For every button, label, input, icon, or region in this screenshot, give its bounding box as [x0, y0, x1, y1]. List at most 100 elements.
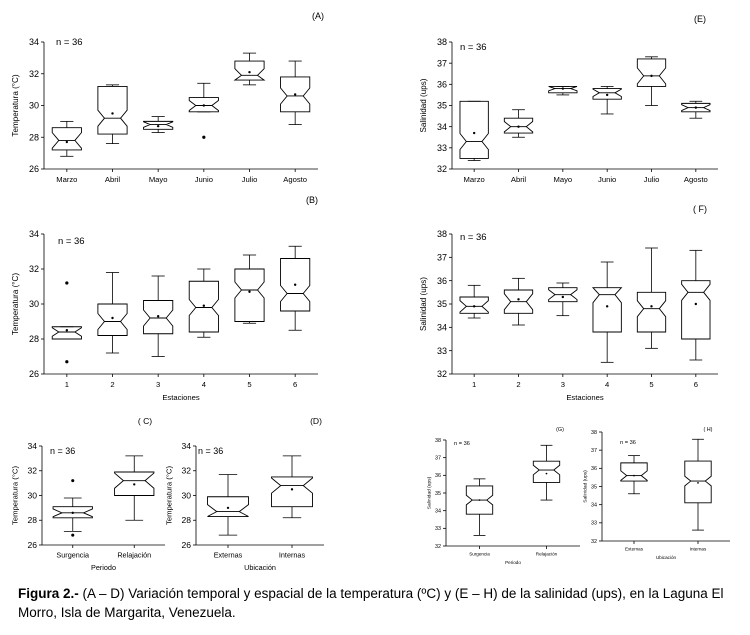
chart-5-box-3	[548, 85, 578, 94]
chart-7-y-tick-label: 33	[435, 526, 441, 532]
chart-5-y-axis-title: Salinidad (ups)	[419, 78, 428, 132]
chart-6-y-tick-label: 37	[437, 252, 447, 262]
chart-6-mean-point	[694, 302, 698, 306]
chart-5-box-5	[636, 58, 667, 87]
chart-6-y-axis-title: Salinidad (ups)	[419, 277, 428, 331]
chart-3-x-tick-label: Surgencia	[56, 551, 90, 560]
chart-4-x-tick-label: Externas	[214, 551, 243, 560]
chart-2-x-tick-label: 3	[156, 380, 160, 389]
chart-8-y-tick-label: 34	[591, 503, 597, 509]
chart-6-x-axis-title: Estaciones	[566, 393, 604, 402]
chart-5-mean-point	[561, 87, 565, 90]
chart-5-box-1	[459, 100, 489, 159]
chart-2-n-label: n = 36	[58, 236, 85, 247]
chart-6-x-tick-label: 2	[516, 380, 520, 389]
chart-2-x-tick-label: 5	[247, 380, 251, 389]
chart-8-mean-point	[697, 482, 699, 484]
chart-6-mean-point	[650, 305, 653, 308]
chart-2-mean-point	[156, 315, 160, 318]
chart-3-x-axis-title: Periodo	[91, 563, 116, 572]
chart-3-box-1	[52, 506, 93, 519]
chart-7-x-tick-label: Surgencia	[469, 551, 490, 556]
chart-7-x-tick-label: Relajación	[536, 551, 558, 556]
chart-3-n-label: n = 36	[50, 446, 75, 456]
chart-5-mean-point	[472, 131, 476, 135]
chart-7-y-tick-label: 34	[435, 509, 441, 515]
chart-5-x-tick-label: Abril	[511, 175, 527, 184]
chart-8-y-tick-label: 33	[591, 521, 597, 527]
chart-7-mean-point	[478, 499, 481, 501]
chart-4-box-2	[271, 476, 313, 508]
chart-2-y-tick-label: 30	[29, 299, 39, 309]
chart-1-y-tick-label: 26	[29, 164, 39, 174]
chart-1-n-label: n = 36	[56, 37, 83, 48]
chart-8-x-axis-title: Ubicación	[656, 555, 677, 560]
chart-8-n-label: n = 36	[620, 440, 636, 446]
chart-6-box-1	[459, 296, 489, 314]
chart-1-panel-label: (A)	[312, 11, 324, 21]
chart-1-box-5	[233, 60, 266, 81]
chart-3-box-2	[114, 471, 155, 496]
chart-5-x-tick-label: Julio	[644, 175, 660, 184]
chart-1-box-4	[188, 97, 219, 113]
chart-7-x-axis-title: Periodo	[505, 560, 521, 565]
chart-2-y-tick-label: 26	[29, 369, 39, 379]
chart-5-x-tick-label: Agosto	[684, 175, 708, 184]
chart-5-x-tick-label: Junio	[598, 175, 616, 184]
chart-5-y-tick-label: 38	[437, 37, 447, 47]
chart-2-x-axis-title: Estaciones	[162, 393, 200, 402]
chart-8-x-tick-label: Internas	[690, 546, 707, 551]
chart-6-y-tick-label: 35	[437, 299, 447, 309]
chart-4-box-1	[207, 496, 249, 517]
chart-4-panel-label: (D)	[310, 416, 322, 426]
chart-5-y-tick-label: 36	[437, 79, 447, 89]
chart-5-panel-label: (E)	[694, 14, 706, 24]
chart-1-x-tick-label: Junio	[195, 175, 213, 184]
chart-8-x-tick-label: Externas	[625, 546, 644, 551]
chart-6-x-tick-label: 1	[472, 380, 476, 389]
chart-6-y-tick-label: 38	[437, 229, 447, 239]
chart-2-box-6	[280, 258, 311, 312]
chart-1-y-tick-label: 28	[29, 132, 39, 142]
chart-1-outlier-point	[202, 135, 206, 139]
chart-8-mean-point	[633, 474, 635, 477]
chart-7-box-1	[465, 485, 494, 515]
chart-4-x-tick-label: Internas	[279, 551, 306, 560]
chart-2-mean-point	[65, 329, 69, 332]
chart-4-mean-point	[226, 506, 230, 510]
chart-2-x-tick-label: 4	[202, 380, 207, 389]
chart-6-box-2	[503, 289, 534, 314]
chart-7-n-label: n = 36	[454, 441, 470, 447]
chart-5-y-tick-label: 37	[437, 58, 447, 68]
chart-2-panel-label: (B)	[306, 195, 318, 205]
chart-1-x-tick-label: Agosto	[283, 175, 307, 184]
chart-2-y-tick-label: 28	[29, 334, 39, 344]
chart-1-y-axis-title: Temperatura (°C)	[11, 74, 20, 136]
chart-1-y-tick-label: 32	[29, 69, 39, 79]
chart-6-x-tick-label: 5	[649, 380, 653, 389]
chart-3-mean-point	[71, 511, 74, 514]
chart-2-mean-point	[248, 290, 251, 293]
chart-8-y-tick-label: 32	[591, 539, 597, 545]
chart-2-x-tick-label: 1	[65, 380, 69, 389]
chart-2-y-axis-title: Temperatura (°C)	[11, 273, 20, 335]
chart-6-mean-point	[472, 305, 476, 308]
caption-label: Figura 2.-	[18, 586, 79, 601]
chart-4-mean-point	[290, 488, 294, 491]
chart-7-mean-point	[545, 472, 548, 475]
chart-8-panel-label: ( H)	[704, 427, 713, 433]
chart-5-mean-point	[650, 74, 653, 78]
chart-1-y-tick-label: 34	[29, 37, 39, 47]
chart-6-x-tick-label: 3	[561, 380, 565, 389]
chart-2-box-2	[97, 303, 128, 336]
chart-8-y-tick-label: 38	[591, 430, 597, 436]
chart-2-y-tick-label: 32	[29, 264, 39, 274]
chart-5-y-tick-label: 32	[437, 164, 447, 174]
chart-1-x-tick-label: Abril	[105, 175, 121, 184]
chart-4-y-tick-label: 34	[181, 441, 191, 451]
chart-5-y-tick-label: 33	[437, 143, 447, 153]
chart-2-x-tick-label: 6	[293, 380, 297, 389]
chart-5-y-tick-label: 35	[437, 101, 447, 111]
chart-4-y-tick-label: 32	[181, 466, 191, 476]
